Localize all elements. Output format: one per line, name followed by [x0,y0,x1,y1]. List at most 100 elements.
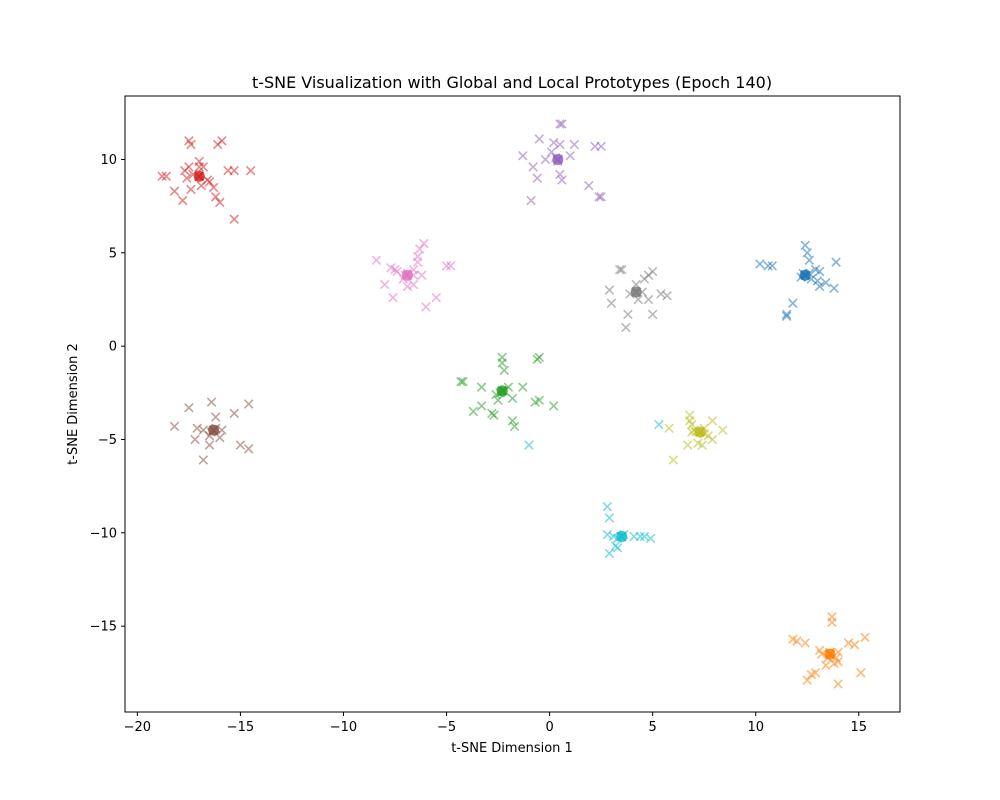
plot-frame [124,95,901,713]
data-point [555,139,565,150]
data-point [493,395,503,406]
data-point [602,529,613,540]
y-axis-label: t-SNE Dimension 2 [66,343,81,465]
prototype-marker [194,171,205,182]
data-point [623,309,633,320]
data-point [169,186,180,196]
data-point [687,419,697,430]
data-point [635,531,646,542]
data-point [767,261,777,271]
data-point [476,401,487,411]
data-point [781,309,792,320]
data-point [509,421,520,432]
data-point [379,279,390,290]
data-point [555,119,565,129]
prototype-marker [631,287,642,297]
data-point [656,289,666,299]
y-tick-label: −5 [98,433,117,448]
data-point [829,283,839,294]
data-point [196,180,207,191]
data-point [371,255,382,266]
data-point [229,214,240,224]
data-point [792,636,802,646]
y-tick-label: 10 [100,153,117,168]
data-point [548,137,559,148]
data-point [161,171,171,182]
data-point [860,632,870,643]
data-point [210,192,221,202]
data-point [235,440,246,450]
data-point [763,261,773,271]
prototype-marker [824,649,835,660]
data-point [198,162,209,172]
data-point [849,640,860,650]
data-point [612,542,623,553]
y-tick-label: −15 [90,620,117,635]
data-point [518,150,528,161]
data-point [802,675,813,686]
data-point [534,134,545,144]
data-point [814,266,825,277]
data-point [814,281,825,292]
data-point [596,192,606,202]
data-point [524,440,534,450]
data-point [184,402,194,413]
data-point [557,119,567,129]
data-point [707,416,718,426]
data-point [190,434,200,445]
data-point [489,410,499,420]
data-point [821,660,831,671]
data-point [186,184,196,195]
data-point [812,276,823,286]
data-point [639,274,650,284]
data-point [421,302,431,312]
data-point [717,425,728,435]
prototype-marker [497,385,508,396]
x-tick-label: −20 [124,720,151,735]
x-tick-label: 15 [851,720,868,735]
data-point [804,255,815,266]
data-point [186,139,196,150]
data-point [606,298,617,308]
data-point [414,244,425,254]
x-tick-label: 5 [649,720,657,735]
data-point [419,238,429,249]
data-point [507,393,518,404]
chart-title: t-SNE Visualization with Global and Loca… [252,73,772,92]
y-tick-label: 0 [109,340,117,355]
data-point [802,248,813,258]
data-point [647,309,658,320]
data-point [243,444,254,454]
data-point [833,679,843,689]
data-point [204,177,215,187]
y-tick-label: 5 [109,246,117,261]
prototype-marker [208,425,219,436]
data-point [557,175,567,185]
data-point [604,285,615,295]
data-point [654,419,664,430]
data-point [528,162,538,172]
data-point [697,440,707,450]
prototype-marker [616,531,627,542]
data-point [431,292,442,303]
data-point [229,408,240,419]
data-point [177,195,188,206]
data-point [781,311,792,322]
data-point [445,261,456,271]
data-point [856,668,866,678]
data-point [621,322,631,333]
data-point [604,548,615,559]
prototype-marker [695,427,706,437]
data-point [800,240,810,251]
y-tick-label: −10 [90,526,117,541]
data-point [604,513,615,523]
data-point [192,423,202,434]
data-point [555,169,565,180]
data-point [806,669,817,680]
x-axis-ticks: −20 −15 −10 −5 0 5 10 15 [124,712,867,735]
data-point [583,180,594,191]
data-point [682,440,693,450]
data-point [499,365,510,376]
prototype-marker [402,270,413,281]
